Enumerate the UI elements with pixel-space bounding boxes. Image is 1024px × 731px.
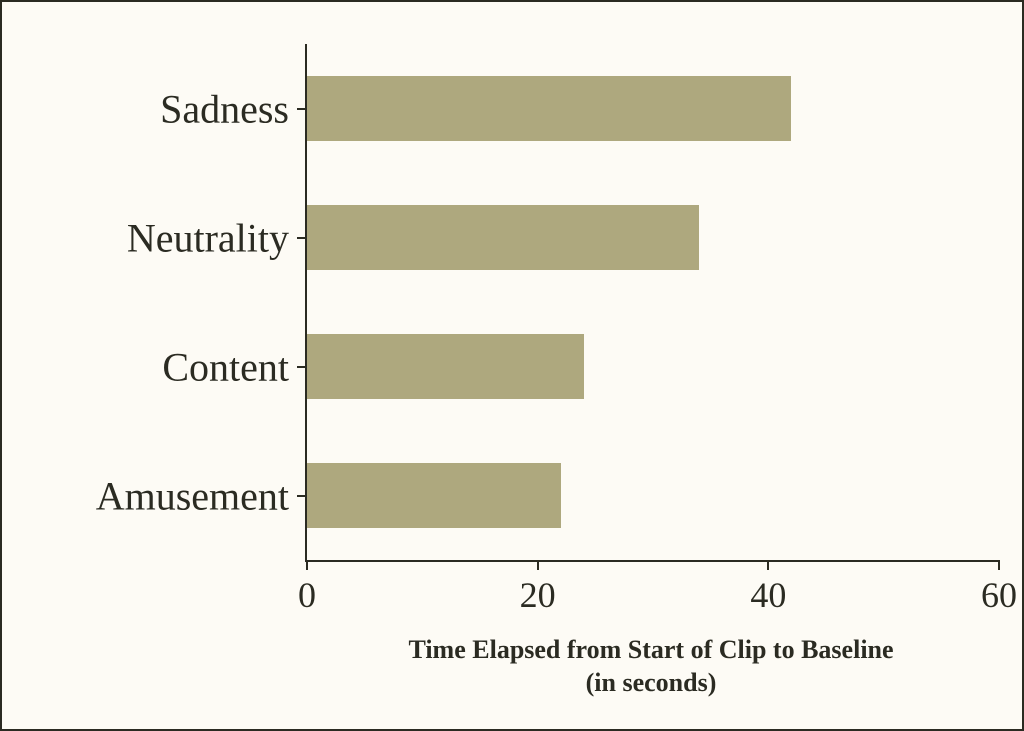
category-label: Content [162,343,307,390]
category-label: Neutrality [127,214,307,261]
x-tick-label: 20 [520,574,556,616]
category-label: Sadness [160,85,307,132]
y-tick [297,495,307,497]
bar [307,76,791,141]
x-tick [306,560,308,570]
bar [307,205,699,270]
y-tick [297,366,307,368]
x-axis-title-line2: (in seconds) [586,668,717,697]
chart-frame: 0204060AmusementContentNeutralitySadness… [0,0,1024,731]
plot-area: 0204060AmusementContentNeutralitySadness [305,44,999,562]
x-tick-label: 60 [981,574,1017,616]
x-tick [998,560,1000,570]
x-axis-title-line1: Time Elapsed from Start of Clip to Basel… [408,635,893,664]
x-axis-title: Time Elapsed from Start of Clip to Basel… [305,634,997,699]
bar [307,334,584,399]
x-tick-label: 0 [298,574,316,616]
y-tick [297,108,307,110]
category-label: Amusement [96,472,307,519]
x-tick-label: 40 [750,574,786,616]
bar [307,463,561,528]
y-tick [297,237,307,239]
x-tick [537,560,539,570]
x-tick [767,560,769,570]
